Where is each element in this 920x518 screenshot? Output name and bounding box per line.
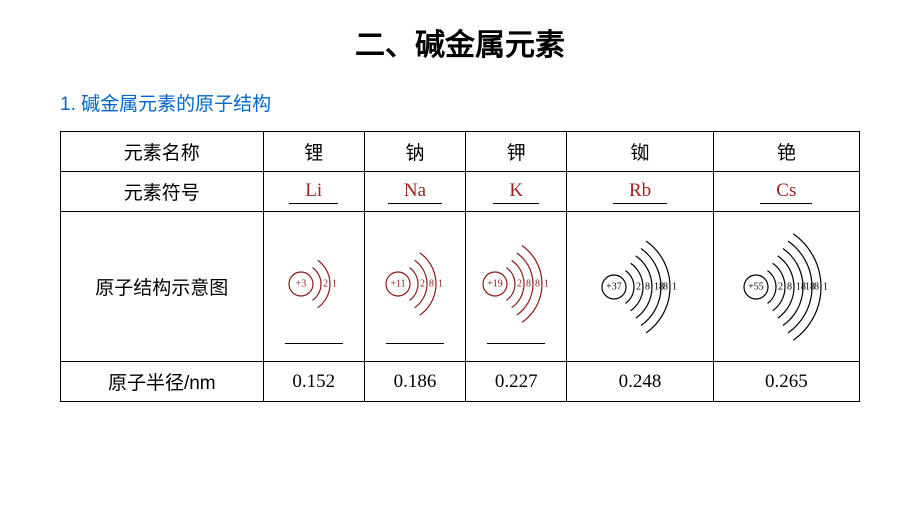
svg-text:+19: +19 [487,279,503,290]
svg-text:+3: +3 [296,279,307,290]
svg-text:8: 8 [645,281,650,292]
svg-text:8: 8 [814,281,819,292]
row-symbol: 元素符号 Li Na K Rb Cs [61,172,860,212]
header-name: 元素名称 [61,132,264,172]
atom-diagram: +5528181881 [740,232,833,342]
symbol-cell: K [466,172,567,212]
row-radius: 原子半径/nm 0.152 0.186 0.227 0.248 0.265 [61,362,860,402]
atom-diagram: +3 21 [285,229,342,339]
header-radius: 原子半径/nm [61,362,264,402]
header-symbol: 元素符号 [61,172,264,212]
name-cell: 铯 [713,132,859,172]
diagram-cell: +5528181881 [713,212,859,362]
name-cell: 锂 [263,132,364,172]
radius-cell: 0.227 [466,362,567,402]
atom-diagram: +37281881 [598,232,682,342]
svg-text:2: 2 [420,279,425,290]
svg-text:8: 8 [787,281,792,292]
name-cell: 钠 [364,132,465,172]
diagram-underline [386,343,444,344]
symbol-cell: Rb [567,172,713,212]
radius-cell: 0.186 [364,362,465,402]
svg-text:1: 1 [544,279,549,290]
svg-text:+55: +55 [748,281,764,292]
diagram-underline [285,343,343,344]
svg-text:1: 1 [672,281,677,292]
svg-text:2: 2 [636,281,641,292]
atom-diagram: +192881 [479,229,554,339]
svg-text:1: 1 [823,281,828,292]
section-heading: 1. 碱金属元素的原子结构 [60,89,860,116]
svg-text:8: 8 [663,281,668,292]
svg-text:+11: +11 [390,279,405,290]
svg-text:8: 8 [429,279,434,290]
page-title: 二、碱金属元素 [60,20,860,64]
name-cell: 钾 [466,132,567,172]
row-name: 元素名称 锂 钠 钾 铷 铯 [61,132,860,172]
svg-text:1: 1 [332,279,337,290]
diagram-cell: +11 281 [364,212,465,362]
svg-text:2: 2 [323,279,328,290]
radius-cell: 0.248 [567,362,713,402]
radius-cell: 0.152 [263,362,364,402]
symbol-cell: Cs [713,172,859,212]
row-diagram: 原子结构示意图 +321 +11281 +192881 +37281881 +5… [61,212,860,362]
radius-cell: 0.265 [713,362,859,402]
svg-text:8: 8 [535,279,540,290]
elements-table: 元素名称 锂 钠 钾 铷 铯 元素符号 Li Na K Rb Cs 原子结构示意… [60,131,860,402]
svg-text:1: 1 [438,279,443,290]
svg-text:8: 8 [526,279,531,290]
diagram-cell: +3 21 [263,212,364,362]
svg-text:2: 2 [517,279,522,290]
symbol-cell: Li [263,172,364,212]
atom-diagram: +11 281 [382,229,448,339]
diagram-cell: +37281881 [567,212,713,362]
symbol-cell: Na [364,172,465,212]
header-diagram: 原子结构示意图 [61,212,264,362]
svg-text:2: 2 [778,281,783,292]
diagram-cell: +192881 [466,212,567,362]
svg-text:+37: +37 [606,281,622,292]
name-cell: 铷 [567,132,713,172]
diagram-underline [487,343,545,344]
